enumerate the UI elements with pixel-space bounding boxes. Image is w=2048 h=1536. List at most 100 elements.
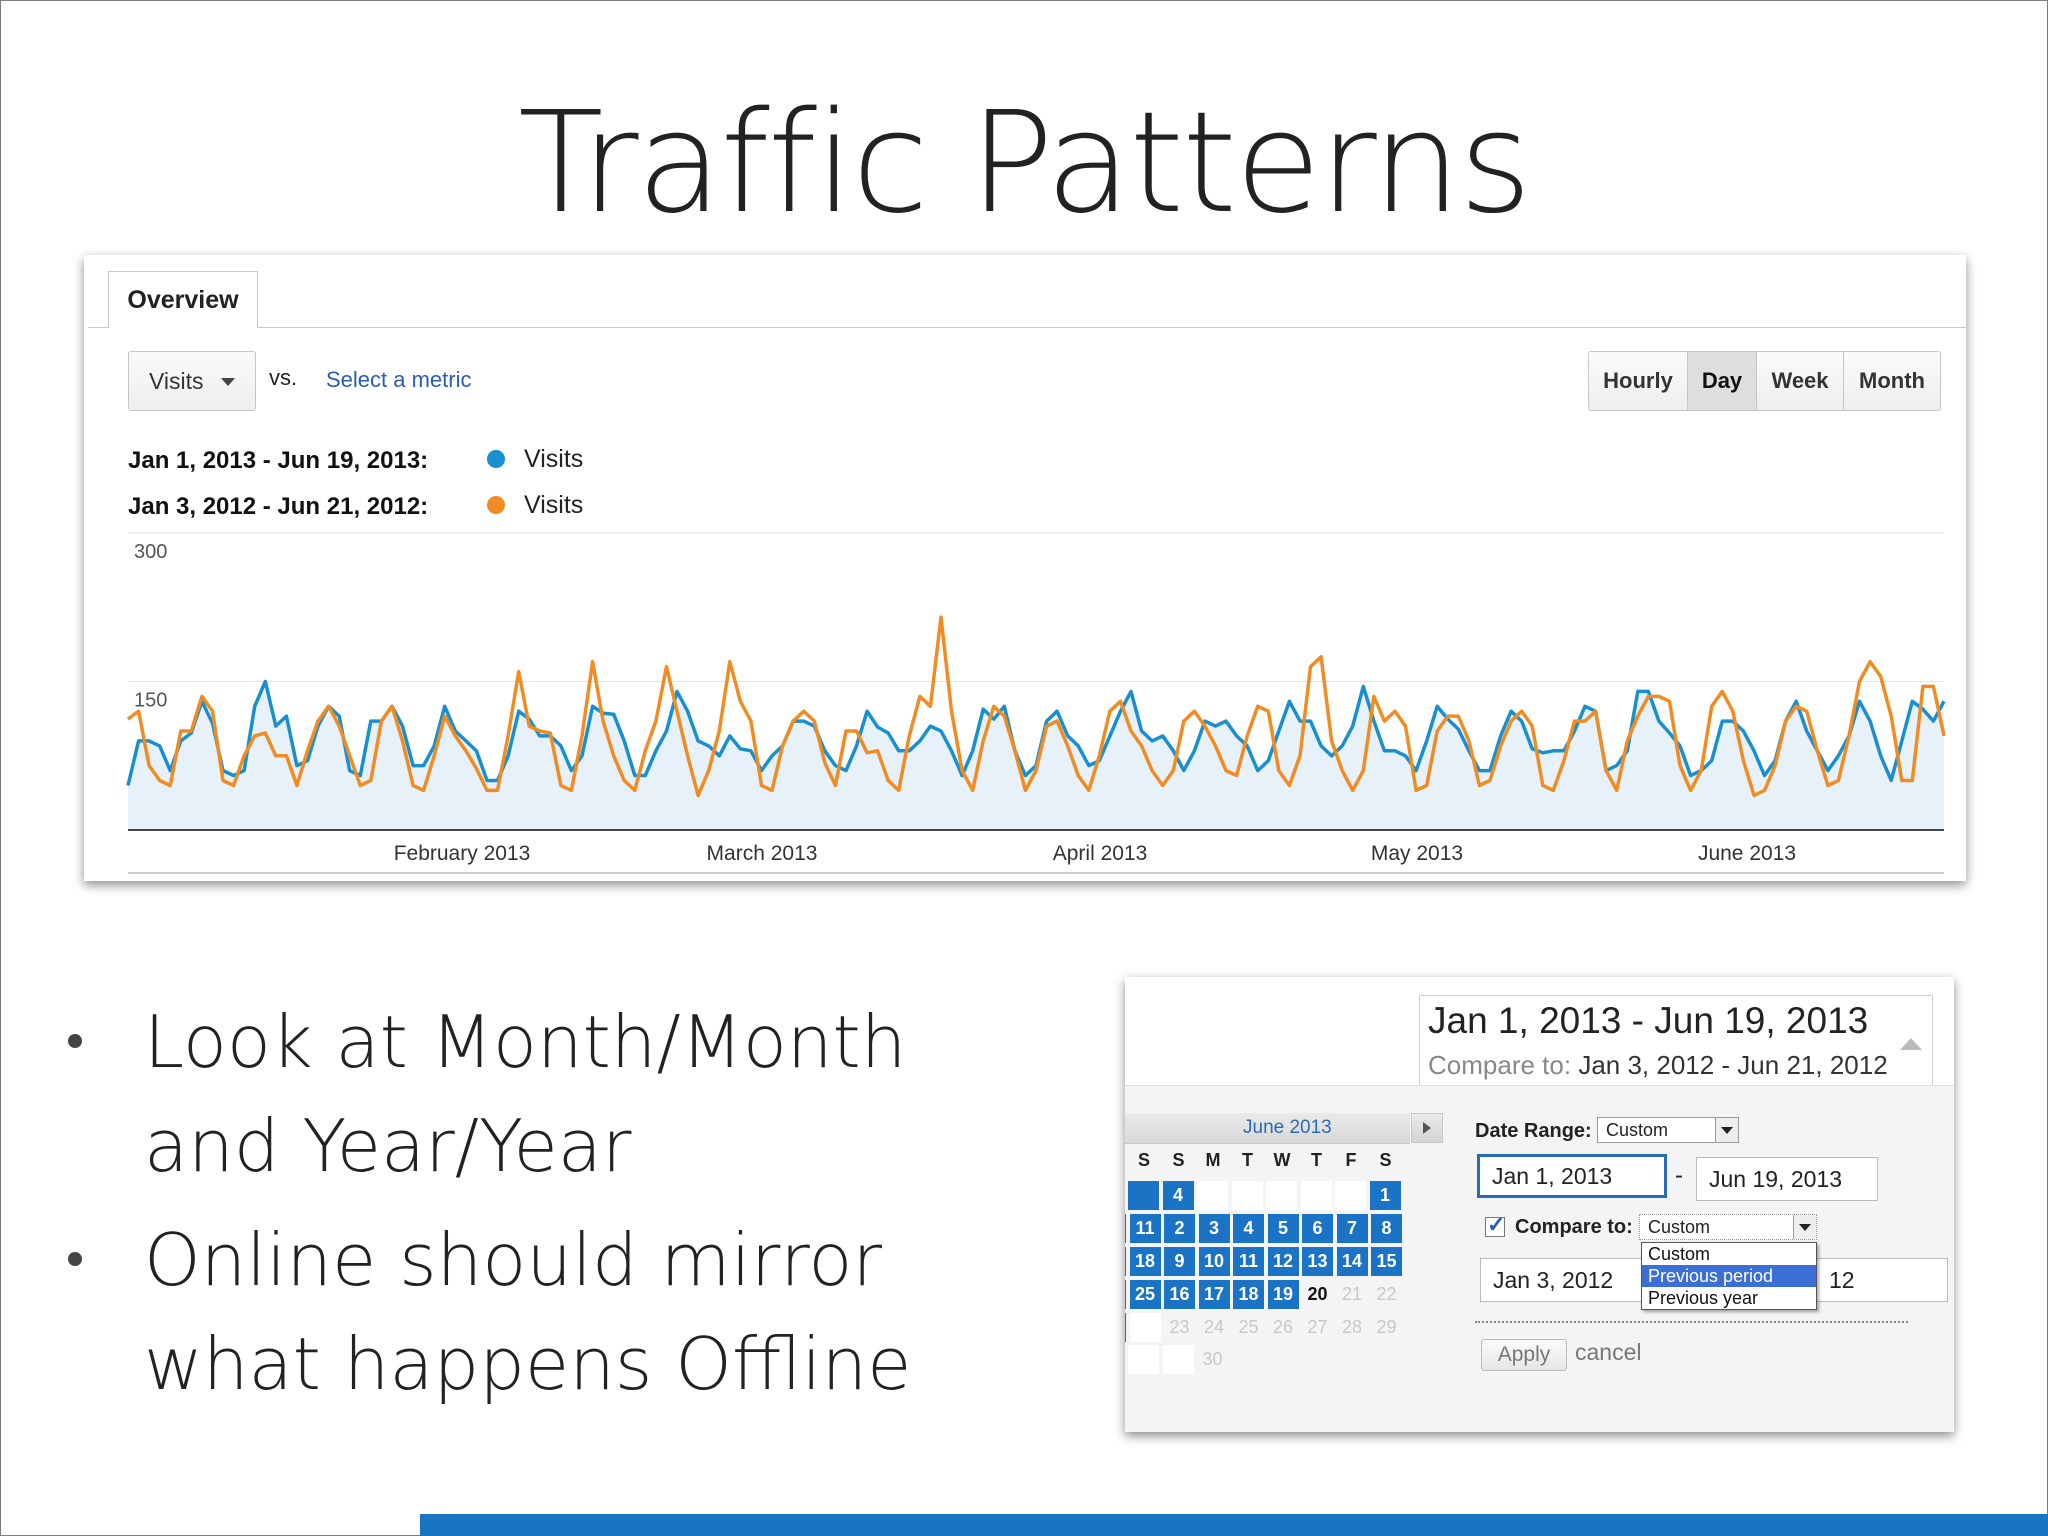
compare-select[interactable]: Custom — [1639, 1214, 1817, 1240]
calendar-day-cell[interactable]: 8 — [1371, 1214, 1402, 1243]
date-range-summary[interactable]: Jan 1, 2013 - Jun 19, 2013 Compare to: J… — [1419, 995, 1933, 1095]
calendar-day-cell[interactable]: 11 — [1129, 1214, 1161, 1243]
calendar-day-cell[interactable]: 16 — [1164, 1280, 1195, 1309]
vs-label: vs. — [269, 365, 298, 390]
tab-overview[interactable]: Overview — [108, 271, 258, 328]
calendar-day-cell[interactable]: 9 — [1164, 1247, 1195, 1276]
calendar-weekday-head: M — [1205, 1150, 1221, 1170]
legend-dot-previous — [487, 496, 505, 514]
date-range-select[interactable]: Custom — [1597, 1117, 1739, 1143]
chevron-down-icon — [221, 378, 235, 386]
calendar-day-cell[interactable]: 12 — [1267, 1247, 1299, 1276]
calendar-day-cell[interactable]: 3 — [1198, 1214, 1230, 1243]
compare-checkbox[interactable] — [1485, 1212, 1505, 1238]
series-line-previous — [126, 615, 1946, 798]
footer-accent-bar — [420, 1514, 2048, 1536]
metric-select[interactable]: Visits — [128, 351, 256, 411]
calendar-day-cell — [1125, 1280, 1126, 1309]
legend-series-previous: Visits — [524, 491, 584, 519]
calendar-day-cell[interactable]: 19 — [1267, 1280, 1299, 1309]
apply-button[interactable]: Apply — [1481, 1339, 1567, 1371]
calendar-day-cell — [1197, 1181, 1228, 1210]
compare-option-custom[interactable]: Custom — [1648, 1244, 1711, 1264]
end-date-input[interactable]: Jun 19, 2013 — [1696, 1157, 1878, 1201]
bullet-list: Look at Month/Month and Year/Year Online… — [60, 990, 1060, 1426]
x-month-label: June 2013 — [1698, 842, 1796, 865]
calendar-day-cell[interactable]: 21 — [1341, 1284, 1363, 1304]
calendar-day-cell[interactable]: 29 — [1376, 1317, 1397, 1337]
calendar-day-cell — [1300, 1181, 1332, 1210]
bullet-line: Look at Month/Month — [144, 1000, 907, 1084]
calendar-day-cell — [1125, 1313, 1126, 1342]
calendar-next-arrow-icon[interactable] — [1411, 1113, 1443, 1143]
compare-option-previous-period[interactable]: Previous period — [1642, 1265, 1816, 1287]
series-area-fill — [128, 681, 1944, 830]
calendar-day-cell[interactable]: 14 — [1336, 1247, 1368, 1276]
legend-range-current: Jan 1, 2013 - Jun 19, 2013: — [128, 447, 429, 474]
calendar-day-cell[interactable]: 11 — [1233, 1247, 1264, 1276]
granularity-week-button[interactable]: Week — [1757, 352, 1844, 410]
calendar-day-cell[interactable]: 1 — [1369, 1181, 1401, 1210]
slide-title: Traffic Patterns — [518, 82, 1532, 245]
calendar-day-cell[interactable]: 4 — [1162, 1181, 1194, 1210]
calendar-day-cell — [1128, 1345, 1159, 1374]
granularity-hourly-button[interactable]: Hourly — [1589, 352, 1688, 410]
calendar-day-cell[interactable]: 25 — [1238, 1317, 1259, 1337]
x-month-label: April 2013 — [1053, 842, 1148, 865]
calendar-day-cell — [1129, 1313, 1161, 1342]
y-tick-label: 300 — [134, 541, 167, 563]
legend-dot-current — [487, 450, 505, 468]
calendar-day-cell[interactable]: 22 — [1376, 1284, 1397, 1304]
calendar-day-cell[interactable]: 25 — [1129, 1280, 1161, 1309]
actions-divider — [1475, 1321, 1908, 1323]
date-range-compare: Compare to: Jan 3, 2012 - Jun 21, 2012 — [1428, 1050, 1888, 1081]
bullet-line: what happens Offline — [144, 1322, 912, 1406]
calendar-day-cell — [1266, 1181, 1297, 1210]
compare-end-date-text: 12 — [1829, 1267, 1855, 1293]
legend-series-current: Visits — [524, 445, 584, 473]
calendar-day-cell[interactable]: 24 — [1203, 1317, 1225, 1337]
calendar-day-cell[interactable]: 20 — [1307, 1284, 1328, 1304]
calendar-day-cell[interactable]: 6 — [1302, 1214, 1333, 1243]
calendar-day-cell[interactable]: 30 — [1202, 1349, 1223, 1369]
cancel-link[interactable]: cancel — [1575, 1339, 1642, 1365]
calendar-day-cell[interactable]: 17 — [1198, 1280, 1230, 1309]
bullet-dot-icon — [68, 1252, 82, 1266]
calendar-day-cell[interactable]: 28 — [1341, 1317, 1363, 1337]
bullet-line: and Year/Year — [144, 1104, 632, 1188]
calendar-day-cell[interactable]: 2 — [1164, 1214, 1195, 1243]
calendar-weekday-head: T — [1311, 1150, 1322, 1170]
calendar-day-cell — [1128, 1181, 1159, 1210]
compare-range-text: Jan 3, 2012 - Jun 21, 2012 — [1578, 1050, 1888, 1080]
calendar-weekday-head: S — [1172, 1150, 1185, 1170]
calendar-day-cell[interactable]: 18 — [1129, 1247, 1161, 1276]
calendar-day-cell[interactable]: 7 — [1336, 1214, 1368, 1243]
date-range-main: Jan 1, 2013 - Jun 19, 2013 — [1428, 1000, 1869, 1041]
calendar-day-cell[interactable]: 26 — [1272, 1317, 1294, 1337]
metric-select-label: Visits — [149, 367, 204, 394]
x-month-label: February 2013 — [394, 842, 531, 865]
compare-option-previous-year[interactable]: Previous year — [1648, 1288, 1759, 1308]
calendar-day-cell[interactable]: 5 — [1267, 1214, 1299, 1243]
bullet-item: Online should mirror what happens Offlin… — [60, 1208, 1060, 1416]
granularity-toggle: Hourly Day Week Month — [1588, 351, 1941, 411]
calendar-day-cell[interactable]: 13 — [1302, 1247, 1333, 1276]
date-range-dash: - — [1675, 1162, 1683, 1189]
calendar-day-cell[interactable]: 4 — [1233, 1214, 1264, 1243]
calendar-day-cell[interactable]: 27 — [1307, 1317, 1328, 1337]
calendar-day-cell[interactable]: 15 — [1371, 1247, 1402, 1276]
calendar-day-cell[interactable]: 18 — [1233, 1280, 1264, 1309]
compare-options-dropdown: Custom Previous period Previous year — [1641, 1242, 1817, 1310]
granularity-day-button[interactable]: Day — [1688, 352, 1757, 410]
calendar-day-cell[interactable]: 23 — [1169, 1317, 1190, 1337]
collapse-arrow-icon[interactable] — [1900, 1038, 1922, 1050]
calendar-weekday-head: S — [1379, 1150, 1392, 1170]
x-month-label: March 2013 — [707, 842, 818, 865]
start-date-input[interactable]: Jan 1, 2013 — [1477, 1154, 1667, 1198]
granularity-month-button[interactable]: Month — [1844, 352, 1940, 410]
select-metric-link[interactable]: Select a metric — [326, 367, 472, 392]
compare-start-date-input[interactable]: Jan 3, 2012 — [1480, 1258, 1670, 1302]
calendar-day-cell[interactable]: 10 — [1198, 1247, 1230, 1276]
compare-to-label: Compare to: — [1428, 1050, 1572, 1080]
x-month-label: May 2013 — [1371, 842, 1463, 865]
